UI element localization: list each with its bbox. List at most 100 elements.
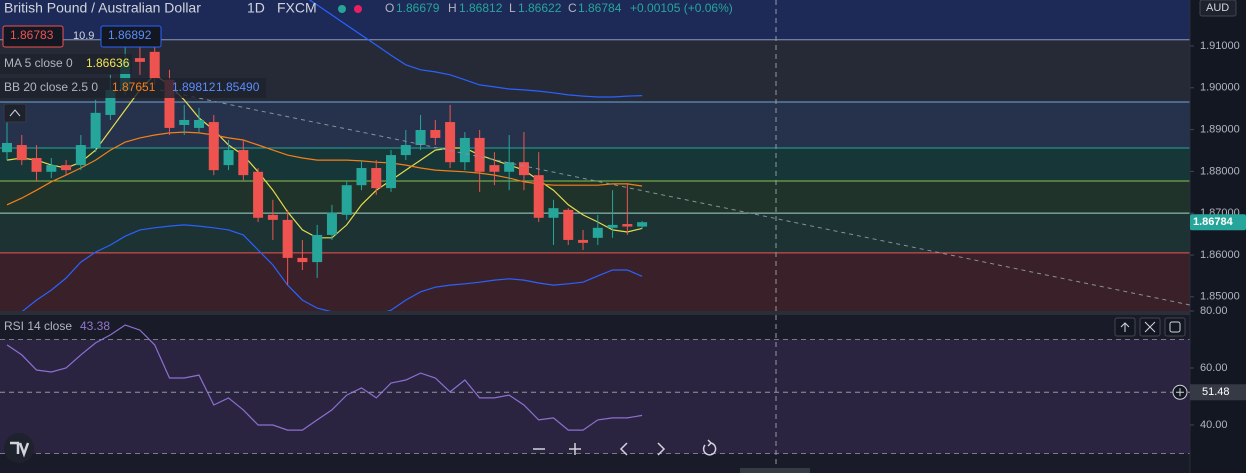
candle-body bbox=[533, 175, 544, 218]
candle-body bbox=[400, 145, 411, 156]
price-axis: 1.910001.900001.890001.880001.870001.860… bbox=[1190, 40, 1246, 431]
candle-body bbox=[504, 162, 515, 172]
candle bbox=[326, 204, 337, 240]
candle-body bbox=[223, 150, 234, 166]
currency-button[interactable] bbox=[1199, 0, 1237, 17]
indicator-line bbox=[308, 0, 643, 98]
open-value: 1.86679 bbox=[396, 1, 440, 15]
legend-ma[interactable]: MA 5 close 0 bbox=[4, 56, 73, 70]
y-tick-label: 60.00 bbox=[1200, 362, 1228, 374]
candle bbox=[253, 168, 264, 222]
candle-body bbox=[75, 145, 86, 166]
candle-body bbox=[16, 145, 27, 161]
buy-button[interactable] bbox=[100, 25, 162, 48]
legend-bb[interactable]: BB 20 close 2.5 0 bbox=[4, 80, 98, 94]
candle-body bbox=[622, 224, 633, 227]
scroll-left[interactable] bbox=[619, 442, 628, 456]
candle bbox=[445, 104, 456, 169]
rsi-legend[interactable]: RSI 14 close bbox=[4, 319, 72, 333]
collapse-icon bbox=[9, 109, 21, 117]
reset[interactable] bbox=[702, 439, 717, 456]
candle-body bbox=[149, 51, 160, 79]
candle-body bbox=[253, 171, 264, 218]
candle-body bbox=[356, 168, 367, 186]
candle-body bbox=[474, 137, 485, 172]
candle-body bbox=[297, 257, 308, 263]
open-label: O bbox=[385, 1, 394, 15]
candle-body bbox=[445, 122, 456, 163]
candle-body bbox=[326, 212, 337, 235]
source: FXCM bbox=[277, 0, 317, 16]
candle bbox=[622, 183, 633, 235]
candle-body bbox=[489, 165, 500, 172]
candle-body bbox=[459, 137, 470, 163]
price-zone bbox=[0, 101, 1190, 148]
candle bbox=[518, 132, 529, 191]
candle bbox=[16, 135, 27, 166]
candle-body bbox=[61, 165, 72, 171]
legend-ma-value: 1.86636 bbox=[86, 56, 130, 70]
candle-body bbox=[120, 60, 131, 90]
candle-body bbox=[208, 122, 219, 171]
candle bbox=[61, 160, 72, 176]
candle-body bbox=[164, 79, 175, 128]
candle-body bbox=[415, 130, 426, 146]
maximize-pane[interactable] bbox=[1164, 317, 1186, 337]
scroll-right[interactable] bbox=[657, 442, 666, 456]
candle-body bbox=[194, 119, 205, 128]
ask: 1.86892 bbox=[108, 28, 152, 42]
price-zone bbox=[0, 252, 1190, 311]
sell-button[interactable] bbox=[2, 25, 64, 48]
icon bbox=[1169, 321, 1181, 333]
candle bbox=[459, 132, 470, 171]
data-status[interactable] bbox=[354, 5, 362, 13]
crosshair-label: 51.48 bbox=[1202, 386, 1230, 398]
pane-controls bbox=[1114, 317, 1186, 337]
candle bbox=[578, 229, 589, 250]
icon bbox=[1144, 321, 1156, 333]
candle bbox=[400, 130, 411, 161]
y-tick-label: 1.91000 bbox=[1200, 40, 1240, 52]
legend-bb-upper: 1.89812 bbox=[172, 80, 216, 94]
pane-separator[interactable] bbox=[0, 311, 1190, 315]
candle bbox=[430, 119, 441, 146]
candle-body bbox=[105, 89, 116, 115]
candle-body bbox=[179, 119, 190, 125]
low-value: 1.86622 bbox=[518, 1, 562, 15]
close-value: 1.86784 bbox=[578, 1, 622, 15]
close-label: C bbox=[568, 1, 577, 15]
candle-body bbox=[134, 58, 145, 62]
candle bbox=[90, 99, 101, 153]
candle-body bbox=[371, 168, 382, 189]
collapse-legend[interactable] bbox=[3, 103, 27, 123]
candle-body bbox=[607, 224, 618, 228]
candle bbox=[297, 239, 308, 271]
zoom-in[interactable] bbox=[569, 443, 581, 455]
candle bbox=[31, 145, 42, 182]
price-zone bbox=[0, 147, 1190, 181]
y-tick-label: 1.85000 bbox=[1200, 291, 1240, 303]
candle-body bbox=[312, 234, 323, 263]
candle-body bbox=[341, 185, 352, 215]
candle bbox=[371, 160, 382, 195]
candle bbox=[238, 140, 249, 181]
y-tick-label: 1.86000 bbox=[1200, 249, 1240, 261]
legend-bb-basis: 1.87651 bbox=[112, 80, 156, 94]
scrollbar[interactable] bbox=[740, 468, 810, 473]
candle bbox=[592, 214, 603, 245]
candle-body bbox=[267, 214, 278, 220]
market-status[interactable] bbox=[338, 5, 346, 13]
candle-body bbox=[578, 239, 589, 243]
y-tick-label: 1.90000 bbox=[1200, 82, 1240, 94]
price-zone bbox=[0, 180, 1190, 214]
candle bbox=[386, 150, 397, 192]
candle bbox=[282, 209, 293, 286]
candle-body bbox=[46, 165, 57, 172]
candle-body bbox=[563, 209, 574, 240]
candle bbox=[607, 190, 618, 238]
candle bbox=[489, 152, 500, 186]
high-value: 1.86812 bbox=[459, 1, 503, 15]
price-zone bbox=[0, 0, 1190, 40]
